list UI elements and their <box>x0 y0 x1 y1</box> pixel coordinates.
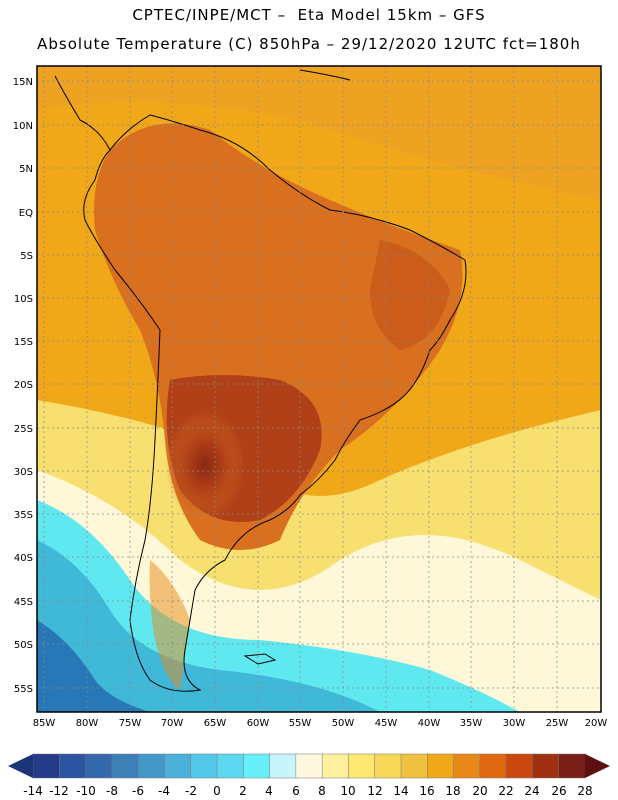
graticule <box>37 66 601 712</box>
colorbar-tick-label: 12 <box>367 784 382 798</box>
colorbar-tick-label: 8 <box>318 784 326 798</box>
lat-label: 25S <box>14 424 33 435</box>
lat-label: 40S <box>14 553 33 564</box>
colorbar-swatch <box>269 753 297 779</box>
colorbar-tick-label: 10 <box>340 784 355 798</box>
title-line-1: CPTEC/INPE/MCT – Eta Model 15km – GFS <box>132 6 486 24</box>
colorbar-swatch <box>32 753 61 779</box>
colorbar-tick-label: 28 <box>577 784 592 798</box>
colorbar-tick-label: 22 <box>498 784 513 798</box>
colorbar-tick-label: 2 <box>239 784 247 798</box>
coastlines <box>54 69 467 692</box>
colorbar-tick-label: 0 <box>213 784 221 798</box>
map-frame <box>36 65 602 713</box>
lon-label: 60W <box>247 718 270 729</box>
lat-label: 10S <box>14 294 33 305</box>
lat-label: 55S <box>14 684 33 695</box>
colorbar-high-arrow <box>585 754 610 778</box>
colorbar-tick-label: 16 <box>419 784 434 798</box>
lon-label: 75W <box>119 718 142 729</box>
colorbar-swatch <box>558 753 586 779</box>
colorbar-tick-label: -10 <box>76 784 96 798</box>
colorbar-tick-label: -4 <box>158 784 170 798</box>
colorbar-swatch <box>479 753 507 779</box>
colorbar-swatch <box>164 753 192 779</box>
colorbar-tick-label: 4 <box>265 784 273 798</box>
colorbar-tick-label: 26 <box>551 784 566 798</box>
colorbar-swatch <box>321 753 350 779</box>
lat-label: 50S <box>14 640 33 651</box>
colorbar-tick-label: -12 <box>49 784 69 798</box>
lon-label: 65W <box>204 718 227 729</box>
colorbar-tick-label: 24 <box>524 784 539 798</box>
colorbar-tick-label: 6 <box>292 784 300 798</box>
colorbar-swatch <box>190 753 218 779</box>
lon-label: 20W <box>585 718 608 729</box>
colorbar-swatch <box>111 753 139 779</box>
colorbar-labels: -14 -12 -10 -8 -6 -4 -2 0 2 4 6 8 10 12 … <box>23 784 592 798</box>
lat-label: 15N <box>13 77 33 88</box>
lat-label: 5S <box>20 251 33 262</box>
colorbar-swatch <box>216 753 245 779</box>
color-scale-swatches <box>32 753 586 779</box>
lat-label: EQ <box>19 208 33 219</box>
lat-label: 30S <box>14 467 33 478</box>
lon-label: 55W <box>289 718 312 729</box>
deep-cold-pool <box>37 620 150 712</box>
colorbar-swatch <box>427 753 455 779</box>
latitude-axis: 15N 10N 5N EQ 5S 10S 15S 20S 25S 30S 35S… <box>13 77 33 695</box>
lon-label: 70W <box>161 718 184 729</box>
colorbar-tick-label: 20 <box>472 784 487 798</box>
lat-label: 20S <box>14 380 33 391</box>
lat-label: 10N <box>13 121 33 132</box>
lat-label: 35S <box>14 510 33 521</box>
longitude-axis: 85W 80W 75W 70W 65W 60W 55W 50W 45W 40W … <box>33 718 608 729</box>
map-field <box>37 66 601 712</box>
lon-label: 85W <box>33 718 56 729</box>
lat-label: 45S <box>14 597 33 608</box>
lat-label: 15S <box>14 337 33 348</box>
colorbar-tick-label: 14 <box>393 784 408 798</box>
colorbar-swatch <box>453 753 481 779</box>
lon-label: 45W <box>375 718 398 729</box>
colorbar-low-arrow <box>8 754 33 778</box>
colorbar-swatch <box>505 753 534 779</box>
colorbar-swatch <box>374 753 402 779</box>
lat-label: 5N <box>19 164 33 175</box>
colorbar-swatch <box>348 753 376 779</box>
colorbar-tick-label: -2 <box>185 784 197 798</box>
lon-label: 50W <box>332 718 355 729</box>
lon-label: 25W <box>546 718 569 729</box>
max-temperature-core <box>165 410 245 520</box>
teal-band <box>37 540 380 712</box>
colorbar-tick-label: -8 <box>106 784 118 798</box>
colorbar-tick-label: 18 <box>445 784 460 798</box>
colorbar-swatch <box>295 753 323 779</box>
colorbar-tick-label: -14 <box>23 784 43 798</box>
colorbar-swatch <box>137 753 166 779</box>
title-line-2: Absolute Temperature (C) 850hPa – 29/12/… <box>37 35 581 53</box>
colorbar-swatch <box>243 753 271 779</box>
lon-label: 30W <box>503 718 526 729</box>
lon-label: 80W <box>76 718 99 729</box>
colorbar-swatch <box>85 753 113 779</box>
lon-label: 35W <box>460 718 483 729</box>
colorbar-swatch <box>59 753 87 779</box>
colorbar-swatch <box>400 753 429 779</box>
colorbar-swatch <box>532 753 560 779</box>
lon-label: 40W <box>418 718 441 729</box>
colorbar-tick-label: -6 <box>132 784 144 798</box>
